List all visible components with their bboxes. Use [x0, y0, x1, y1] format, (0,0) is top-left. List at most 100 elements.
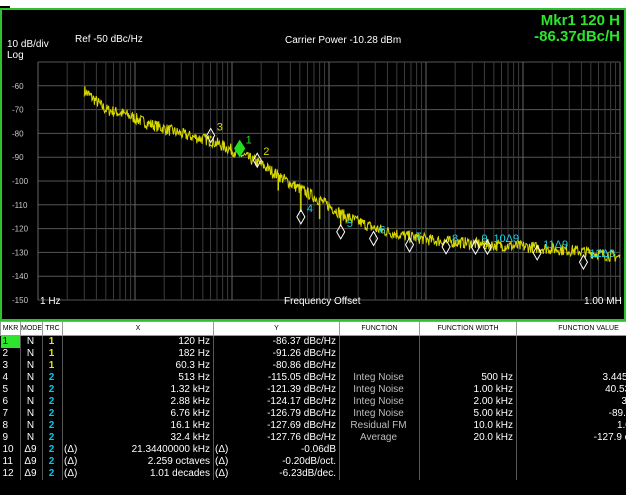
- marker-readout-title: Mkr1 120 H: [540, 12, 620, 29]
- table-row[interactable]: 12 Δ9 2 (Δ) 1.01 decades (Δ) -6.23dB/dec.: [0, 468, 626, 480]
- marker-trace: 1: [42, 360, 63, 372]
- marker-number: 12: [0, 468, 21, 480]
- marker-function: [339, 348, 420, 360]
- marker-function-value: [516, 348, 626, 360]
- x-delta-prefix: (Δ): [64, 456, 78, 467]
- marker-function-width: 10.0 kHz: [419, 420, 517, 432]
- marker-function-width: [419, 348, 517, 360]
- marker-trace: 1: [42, 335, 63, 348]
- y-tick-label: -120: [12, 225, 29, 234]
- marker-mode: Δ9: [20, 444, 43, 456]
- marker-function: Average: [339, 432, 420, 444]
- table-row[interactable]: 3 N 1 60.3 Hz -80.86 dBc/Hz: [0, 360, 626, 372]
- table-row[interactable]: 9 N 2 32.4 kHz -127.76 dBc/Hz Average 20.0 kHz…: [0, 432, 626, 444]
- marker-number: 2: [0, 348, 21, 360]
- table-row[interactable]: 5 N 2 1.32 kHz -121.39 dBc/Hz Integ Noise 1.00…: [0, 384, 626, 396]
- marker-mode: N: [20, 348, 43, 360]
- x-value: 2.259 octaves: [147, 456, 210, 467]
- marker-mode: N: [20, 360, 43, 372]
- marker-trace: 2: [42, 444, 63, 456]
- chart-canvas[interactable]: -60 -70 -80 -90 -100 -110 -120 -130 -140 -150 12 3 4…: [2, 10, 624, 319]
- x-value: 120 Hz: [178, 336, 210, 347]
- marker-y: -86.37 dBc/Hz: [213, 335, 340, 348]
- marker-trace: 2: [42, 372, 63, 384]
- col-header-function-value: FUNCTION VALUE: [516, 321, 626, 336]
- marker-number: 6: [0, 396, 21, 408]
- y-delta-prefix: (Δ): [215, 468, 229, 479]
- marker-function: Residual FM: [339, 420, 420, 432]
- marker-x: 1.32 kHz: [62, 384, 214, 396]
- marker-label: 5: [347, 218, 353, 230]
- marker-mode: N: [20, 432, 43, 444]
- x-value: 21.34400000 kHz: [131, 444, 210, 455]
- y-tick-label: -110: [12, 201, 28, 210]
- marker-trace: 2: [42, 468, 63, 480]
- marker-label: 9: [482, 233, 488, 245]
- noise-trace: [83, 86, 621, 263]
- marker-mode: N: [20, 335, 43, 348]
- marker-function-width: [419, 468, 517, 480]
- marker-function-value: -127.9 dBc/Hz: [516, 432, 626, 444]
- marker-mode: N: [20, 408, 43, 420]
- x-value: 32.4 kHz: [170, 432, 210, 443]
- x-value: 182 Hz: [178, 348, 210, 359]
- table-row[interactable]: 2 N 1 182 Hz -91.26 dBc/Hz: [0, 348, 626, 360]
- marker-function-width: 20.0 kHz: [419, 432, 517, 444]
- marker-readout-value: -86.37dBc/H: [534, 28, 620, 45]
- marker-y: -121.39 dBc/Hz: [213, 384, 340, 396]
- marker-x: (Δ) 21.34400000 kHz: [62, 444, 214, 456]
- reference-level-label: Ref -50 dBc/Hz: [75, 34, 143, 45]
- table-row[interactable]: 1 N 1 120 Hz -86.37 dBc/Hz: [0, 335, 626, 348]
- marker-mode: N: [20, 384, 43, 396]
- y-tick-label: -60: [12, 82, 24, 91]
- marker-diamond: [578, 254, 589, 271]
- marker-x: 513 Hz: [62, 372, 214, 384]
- marker-y: -91.26 dBc/Hz: [213, 348, 340, 360]
- table-row[interactable]: 7 N 2 6.76 kHz -126.79 dBc/Hz Integ Noise 5.00…: [0, 408, 626, 420]
- marker-y: -80.86 dBc/Hz: [213, 360, 340, 372]
- marker-y: (Δ) -0.06dB: [213, 444, 340, 456]
- x-value: 513 Hz: [178, 372, 210, 383]
- table-row[interactable]: 6 N 2 2.88 kHz -124.17 dBc/Hz Integ Noise 2.00…: [0, 396, 626, 408]
- table-row[interactable]: 10 Δ9 2 (Δ) 21.34400000 kHz (Δ) -0.06dB: [0, 444, 626, 456]
- marker-mode: Δ9: [20, 456, 43, 468]
- marker-function: [339, 360, 420, 372]
- y-delta-prefix: (Δ): [215, 456, 229, 467]
- table-row[interactable]: 8 N 2 16.1 kHz -127.69 dBc/Hz Residual FM 10.0…: [0, 420, 626, 432]
- marker-x: 60.3 Hz: [62, 360, 214, 372]
- marker-function-value: 1.070 Hz: [516, 420, 626, 432]
- col-header-function: FUNCTION: [339, 321, 420, 336]
- col-header-mkr: MKR: [0, 321, 21, 336]
- marker-label: 12Δ9: [589, 248, 615, 260]
- phase-noise-plot[interactable]: -60 -70 -80 -90 -100 -110 -120 -130 -140 -150 1 2 3 4…: [0, 8, 626, 321]
- marker-diamond: [470, 239, 481, 256]
- marker-function-value: [516, 456, 626, 468]
- marker-label: 1: [246, 135, 252, 147]
- table-row[interactable]: 4 N 2 513 Hz -115.05 dBc/Hz Integ Noise 500 Hz…: [0, 372, 626, 384]
- marker-function-value: -89.40 dBc: [516, 408, 626, 420]
- marker-number: 3: [0, 360, 21, 372]
- marker-mode: Δ9: [20, 468, 43, 480]
- marker-function: [339, 468, 420, 480]
- marker-y: -126.79 dBc/Hz: [213, 408, 340, 420]
- marker-label: 4: [307, 203, 313, 215]
- marker-function: Integ Noise: [339, 408, 420, 420]
- marker-label: 11Δ9: [543, 239, 568, 251]
- col-header-mode: MODE: [20, 321, 43, 336]
- marker-mode: N: [20, 396, 43, 408]
- marker-function-width: 500 Hz: [419, 372, 517, 384]
- top-underline: [0, 0, 10, 8]
- marker-function: [339, 456, 420, 468]
- scale-label: 10 dB/div: [7, 39, 49, 50]
- marker-table-grid: MKR MODE TRC X Y FUNCTION FUNCTION WIDTH…: [0, 321, 626, 480]
- marker-label: 2: [263, 146, 269, 158]
- y-tick-label: -130: [12, 248, 29, 257]
- y-value: -127.76 dBc/Hz: [267, 432, 336, 443]
- marker-mode: N: [20, 420, 43, 432]
- x-value: 1.32 kHz: [170, 384, 210, 395]
- marker-label: 7: [416, 231, 422, 243]
- x-value: 60.3 Hz: [175, 360, 210, 371]
- y-value: -0.20dB/oct.: [282, 456, 336, 467]
- table-row[interactable]: 11 Δ9 2 (Δ) 2.259 octaves (Δ) -0.20dB/oct.: [0, 456, 626, 468]
- marker-function-width: 2.00 kHz: [419, 396, 517, 408]
